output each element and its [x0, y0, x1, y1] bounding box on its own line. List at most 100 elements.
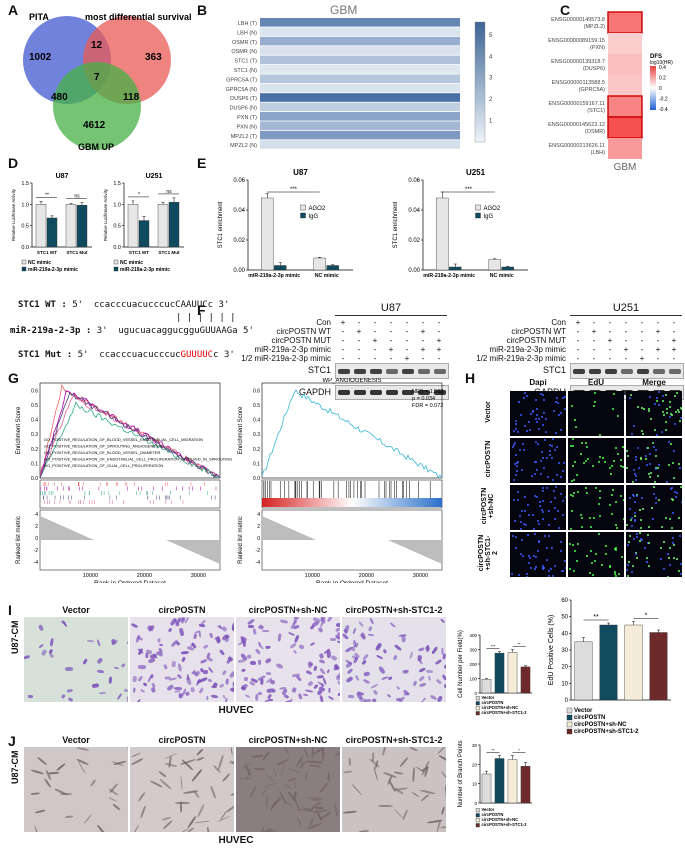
cell-blob — [28, 694, 33, 698]
cell-blob — [190, 687, 196, 694]
edu-cell-dot — [668, 405, 671, 408]
edu-cell-dot — [633, 469, 636, 472]
cell-blob — [304, 689, 313, 694]
edu-cell-dot — [534, 494, 537, 497]
cell-blob — [401, 669, 409, 674]
edu-cell-dot — [655, 454, 658, 457]
edu-cell-dot — [555, 445, 558, 448]
cell-blob — [444, 683, 446, 689]
edu-cell-dot — [611, 489, 614, 492]
gsea-hit-frame — [39, 479, 221, 509]
chart-bar — [494, 758, 505, 804]
cell-blob — [230, 791, 234, 797]
edu-cell-dot — [531, 410, 534, 413]
cell-blob — [184, 690, 191, 697]
chart-sig-label: *** — [465, 187, 473, 193]
cell-blob — [392, 655, 398, 661]
edu-cell-dot — [579, 514, 582, 517]
western-sign: - — [592, 345, 596, 354]
edu-cell-dot — [528, 562, 531, 565]
edu-cell-dot — [599, 497, 602, 500]
edu-cell-dot — [519, 520, 522, 523]
western-band — [573, 368, 585, 374]
cell-blob — [265, 829, 276, 832]
edu-image — [626, 391, 682, 436]
edu-cell-dot — [670, 413, 673, 416]
edu-cell-dot — [633, 511, 636, 514]
cell-blob — [383, 648, 388, 654]
micrograph — [130, 747, 234, 832]
gsea-metric-area — [40, 516, 220, 564]
edu-cell-dot — [571, 464, 574, 467]
edu-cell-dot — [608, 565, 611, 567]
edu-cell-dot — [660, 558, 663, 561]
chart-sig-label: * — [518, 748, 520, 753]
chart-sig-label: * — [645, 613, 648, 620]
edu-cell-dot — [513, 429, 516, 432]
chart-y-tick-label: 0.02 — [233, 238, 245, 244]
western-sign: - — [437, 318, 441, 327]
cell-blob — [420, 793, 430, 802]
edu-cell-dot — [514, 463, 517, 466]
edu-cell-dot — [598, 533, 600, 536]
cell-blob — [210, 694, 219, 699]
edu-cell-dot — [665, 516, 668, 519]
edu-cell-dot — [679, 416, 682, 419]
venn-circle-gbm — [53, 62, 141, 150]
chart-y-tick-label: 0.04 — [233, 208, 245, 214]
cell-blob — [361, 659, 367, 665]
heatmap-b-row-label: LBH (T) — [238, 21, 257, 27]
western-sign: - — [576, 354, 580, 363]
cell-blob — [431, 646, 439, 655]
gsea-term-label: GO_POSITIVE_REGULATION_OF_ENDOTHELIAL_CE… — [44, 457, 232, 462]
edu-cell-dot — [524, 424, 527, 427]
edu-cell-dot — [516, 470, 519, 473]
heatmap-c-row-id: ENSG00000213626.11 — [549, 143, 605, 149]
chart-y-tick-label: 0.5 — [113, 224, 121, 230]
cell-blob — [224, 679, 229, 686]
cell-blob — [191, 767, 204, 782]
heatmap-c-cell — [607, 116, 643, 139]
edu-cell-dot — [636, 494, 639, 497]
cell-blob — [38, 624, 45, 632]
heatmap-c-colorbar — [650, 66, 656, 110]
chart-bar — [624, 624, 643, 701]
edu-cell-dot — [589, 550, 592, 553]
edu-cell-dot — [540, 416, 543, 419]
cell-blob — [209, 632, 214, 639]
edu-cell-dot — [639, 458, 642, 461]
edu-cell-dot — [513, 478, 516, 481]
image-col-header: circPOSTN+sh-STC1-2 — [345, 605, 443, 615]
cell-blob — [443, 664, 446, 670]
edu-cell-dot — [662, 399, 665, 402]
edu-image-grid: Dapi EdU Merge Vector circPOSTN circPOSTN +sh… — [470, 378, 685, 583]
seq-mut-seq-a: ccacccuacucccuc — [99, 350, 181, 360]
western-sign: - — [624, 336, 628, 345]
western-sign: + — [623, 345, 629, 354]
edu-cell-dot — [574, 419, 577, 422]
gsea-es-tick: 0.1 — [253, 461, 260, 467]
edu-cell-dot — [592, 516, 595, 519]
heatmap-b-scale-tick: 5 — [489, 33, 493, 39]
edu-cell-dot — [533, 532, 536, 535]
edu-cell-dot — [622, 518, 624, 521]
edu-cell-dot — [627, 564, 630, 567]
western-sign: + — [404, 354, 410, 363]
cell-blob — [240, 668, 246, 673]
edu-col-header: EdU — [588, 378, 604, 387]
chart-sig-label: ** — [45, 192, 49, 198]
chart-y-tick-label: 20 — [472, 762, 478, 767]
edu-cell-dot — [599, 490, 602, 493]
cell-blob — [216, 754, 224, 770]
edu-cell-dot — [637, 447, 640, 450]
edu-cell-dot — [664, 429, 667, 432]
edu-cell-dot — [531, 411, 534, 414]
cell-blob — [176, 673, 183, 680]
cell-blob — [279, 619, 288, 625]
chart-legend-swatch — [113, 259, 119, 265]
cell-blob — [363, 678, 371, 685]
edu-cell-dot — [675, 392, 678, 395]
edu-cell-dot — [642, 407, 645, 410]
cell-blob — [97, 669, 105, 674]
edu-cell-dot — [548, 443, 551, 446]
